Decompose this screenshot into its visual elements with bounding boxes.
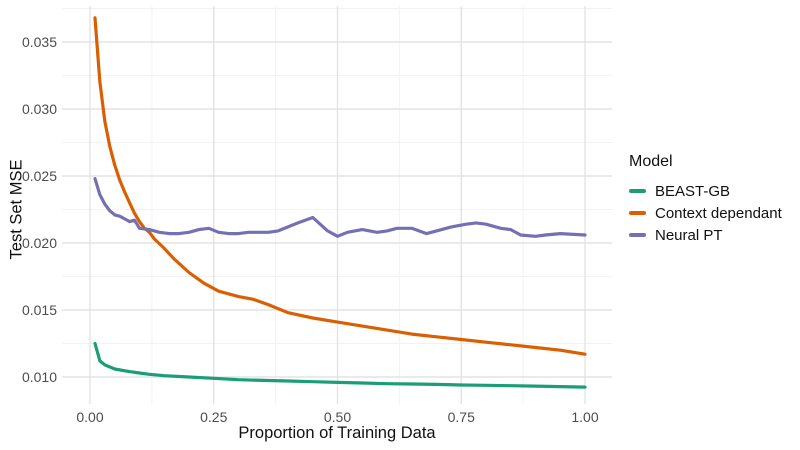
legend-item-context-dependant: Context dependant (629, 202, 782, 224)
y-tick-label: 0.015 (21, 302, 57, 318)
y-tick-label: 0.010 (21, 369, 57, 385)
legend: Model BEAST-GB Context dependant Neural PT (629, 153, 782, 246)
legend-item-label: Context dependant (655, 204, 782, 222)
legend-item-label: Neural PT (655, 226, 723, 244)
legend-item-label: BEAST-GB (655, 182, 731, 200)
legend-swatch-context-dependant-icon (629, 211, 646, 215)
series-line-beast-gb (93, 341, 587, 389)
x-axis-title: Proportion of Training Data (238, 424, 436, 442)
x-tick-label: 0.50 (323, 409, 352, 425)
x-tick-label: 1.00 (571, 409, 599, 425)
x-tick-label: 0.75 (447, 409, 475, 425)
series-line-context-dependant (93, 16, 587, 356)
y-tick-label: 0.020 (21, 235, 57, 251)
legend-title: Model (629, 153, 673, 170)
legend-swatch-beast-gb-icon (629, 189, 646, 193)
x-tick-label: 0.00 (76, 409, 104, 425)
y-tick-label: 0.035 (21, 34, 57, 50)
legend-items: BEAST-GB Context dependant Neural PT (629, 180, 782, 246)
y-tick-label: 0.030 (21, 101, 57, 117)
y-axis-title: Test Set MSE (7, 159, 26, 260)
legend-item-neural-pt: Neural PT (629, 224, 782, 246)
series-line-neural-pt (93, 177, 587, 238)
legend-item-beast-gb: BEAST-GB (629, 180, 782, 202)
y-tick-label: 0.025 (21, 168, 57, 184)
legend-swatch-neural-pt-icon (629, 233, 646, 237)
x-tick-label: 0.25 (200, 409, 228, 425)
